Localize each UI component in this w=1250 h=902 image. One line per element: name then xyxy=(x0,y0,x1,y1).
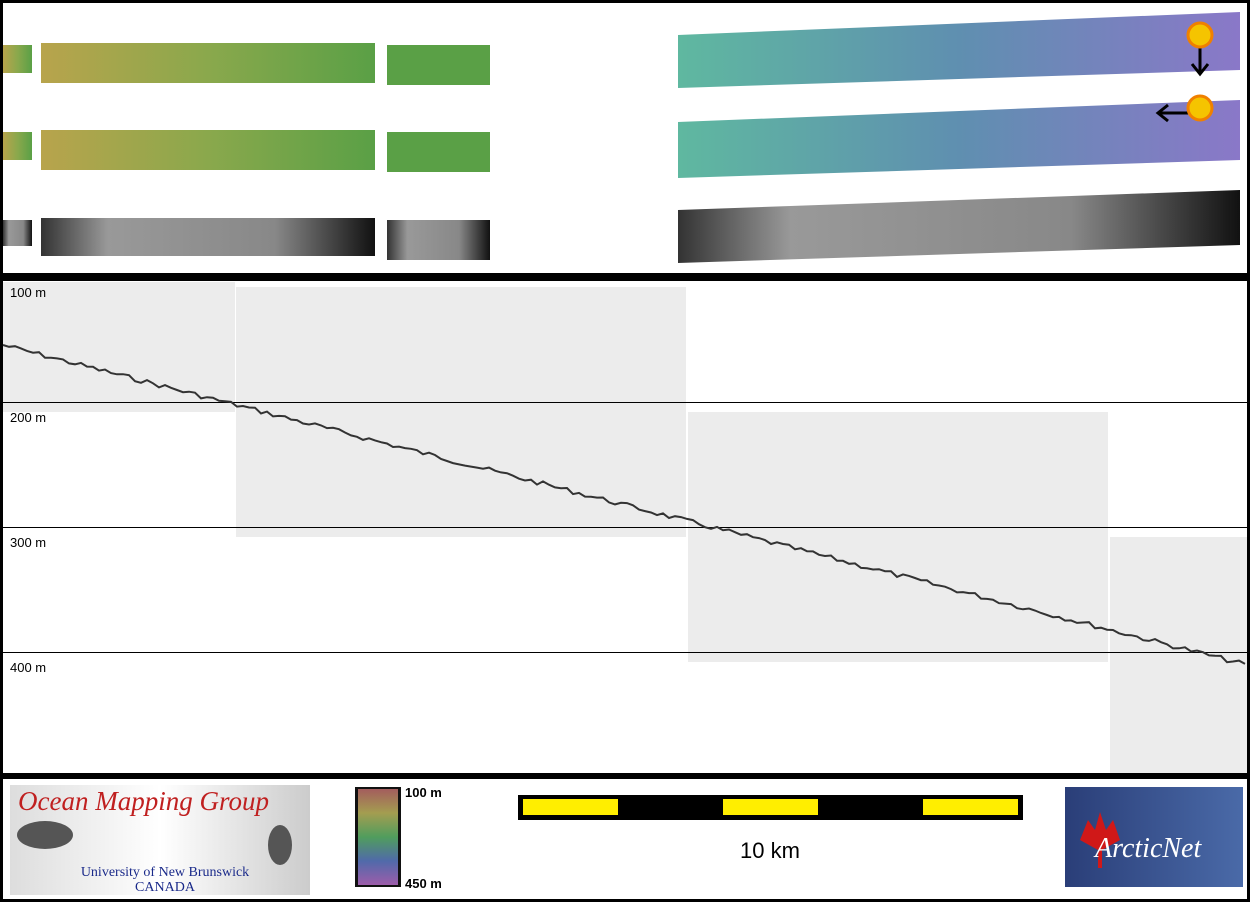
logo-country: CANADA xyxy=(135,880,196,895)
logo-title: Ocean Mapping Group xyxy=(18,786,269,816)
logo-icon xyxy=(268,825,292,865)
arcticnet-name: ArcticNet xyxy=(1093,833,1202,864)
depth-label: 200 m xyxy=(10,410,46,425)
maple-leaf xyxy=(1080,812,1120,868)
swath-strips xyxy=(3,12,1240,263)
colorbar-label: 450 m xyxy=(405,876,442,891)
depth-label: 100 m xyxy=(10,285,46,300)
logo-icon xyxy=(17,821,73,849)
depth-label: 300 m xyxy=(10,535,46,550)
scale-bar xyxy=(518,795,1023,820)
depth-label: 400 m xyxy=(10,660,46,675)
seafloor-profile xyxy=(2,344,1246,665)
colorbar-label: 100 m xyxy=(405,785,442,800)
profile-segments xyxy=(3,282,1247,773)
depth-lines xyxy=(3,402,1247,653)
colorbar xyxy=(358,789,398,885)
logo-institution: University of New Brunswick xyxy=(81,865,249,880)
scale-label: 10 km xyxy=(740,838,800,863)
